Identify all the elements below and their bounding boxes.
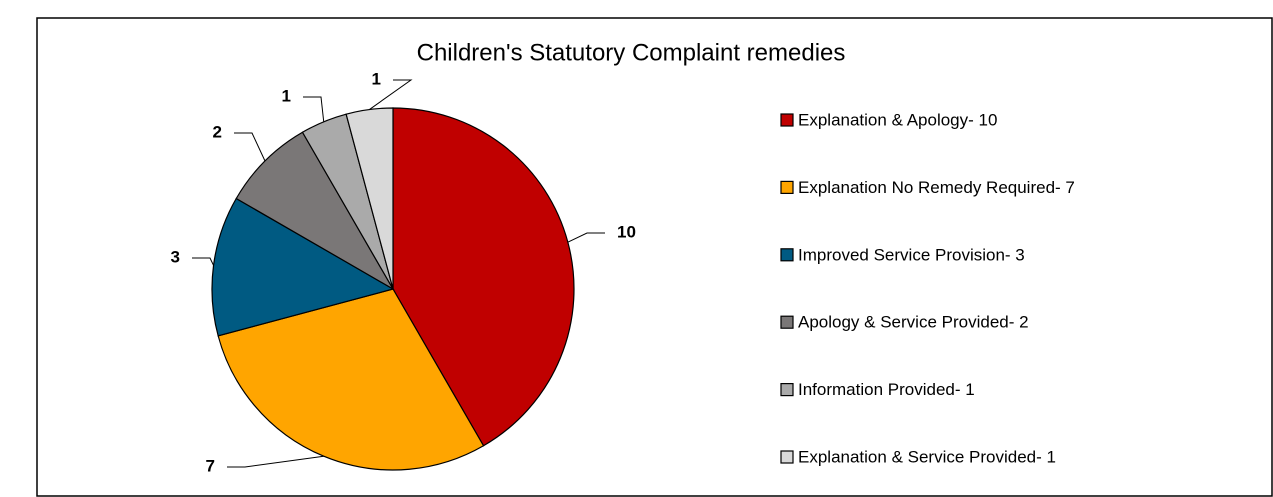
data-label: 1 [282, 86, 291, 105]
legend-swatch [780, 450, 794, 464]
data-label: 2 [213, 122, 222, 141]
pie-slice [235, 131, 395, 291]
legend-label: Information Provided- 1 [798, 380, 975, 399]
leader-line [369, 79, 413, 110]
legend-swatch [780, 113, 794, 127]
data-label: 3 [171, 247, 180, 266]
legend-label: Explanation No Remedy Required- 7 [798, 178, 1075, 197]
data-label: 7 [206, 456, 215, 475]
leader-line [227, 455, 324, 468]
chart-title: Children's Statutory Complaint remedies [417, 39, 846, 66]
leader-line [234, 132, 266, 162]
legend-label: Improved Service Provision- 3 [798, 245, 1025, 264]
legend-label: Explanation & Service Provided- 1 [798, 447, 1056, 466]
legend-swatch [780, 315, 794, 329]
legend-label: Apology & Service Provided- 2 [798, 313, 1029, 332]
data-label: 10 [617, 222, 636, 241]
legend-swatch [780, 383, 794, 397]
leader-line [192, 257, 214, 266]
legend-swatch [780, 180, 794, 194]
leader-line [567, 232, 605, 243]
pie-slice [345, 107, 394, 290]
data-label: 1 [372, 69, 381, 88]
leader-line [303, 96, 325, 122]
legend-label: Explanation & Apology- 10 [798, 110, 997, 129]
pie-slice [392, 107, 575, 447]
legend-swatch [780, 248, 794, 262]
pie-slice [211, 197, 395, 337]
